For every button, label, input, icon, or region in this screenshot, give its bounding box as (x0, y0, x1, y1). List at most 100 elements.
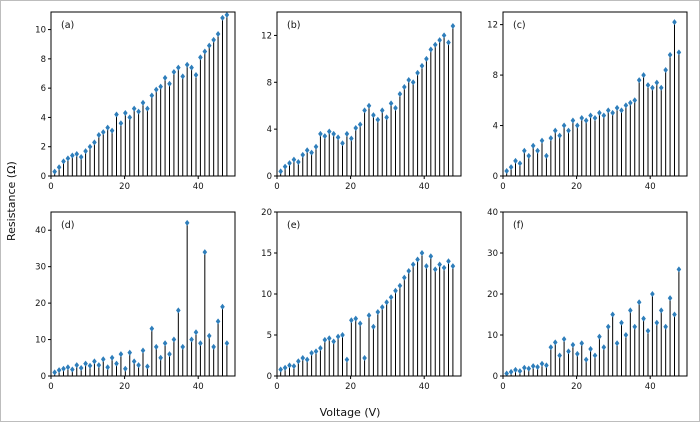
data-point-marker (552, 127, 558, 134)
y-tick-label: 30 (35, 263, 46, 273)
data-point-marker (118, 120, 124, 127)
data-point-marker (278, 168, 283, 175)
data-point-marker (92, 358, 97, 365)
x-tick-label: 0 (274, 382, 279, 392)
data-point-marker (83, 148, 88, 155)
data-point-marker (65, 155, 71, 162)
y-tick-label: 4 (493, 122, 498, 132)
data-point-marker (628, 99, 633, 106)
data-point-marker (566, 127, 571, 134)
data-point-marker (650, 84, 655, 91)
data-point-marker (362, 107, 367, 114)
panel-b: 0 20 40 0 4 8 12 (b) (247, 5, 468, 197)
data-point-marker (575, 350, 580, 357)
data-point-marker (415, 69, 420, 76)
data-point-marker (676, 49, 682, 56)
data-point-marker (450, 263, 456, 270)
panel-f: 0 20 40 0 10 20 30 40 (f) (473, 205, 694, 397)
data-point-marker (428, 253, 434, 260)
data-point-marker (70, 366, 75, 373)
data-point-marker (158, 83, 163, 90)
x-tick-label: 0 (48, 382, 53, 392)
data-point-marker (522, 147, 527, 154)
y-tick-label: 40 (487, 208, 498, 218)
data-point-marker (388, 100, 394, 107)
y-tick-label: 0 (41, 172, 46, 182)
data-point-marker (432, 266, 438, 273)
data-point-marker (570, 341, 576, 348)
data-point-marker (552, 339, 558, 346)
data-point-marker (424, 263, 429, 270)
data-point-marker (56, 367, 62, 374)
data-point-marker (127, 114, 133, 121)
y-tick-label: 10 (35, 26, 46, 36)
data-point-marker (362, 354, 367, 361)
panel-label: (f) (513, 220, 524, 231)
data-point-marker (158, 354, 163, 361)
data-point-marker (614, 340, 620, 347)
data-point-marker (601, 344, 607, 351)
x-tick-label: 40 (419, 382, 430, 392)
data-point-marker (446, 258, 451, 265)
x-tick-label: 20 (119, 382, 130, 392)
data-point-marker (393, 287, 398, 294)
data-point-marker (313, 348, 319, 355)
data-point-marker (539, 360, 545, 367)
x-tick-label: 20 (571, 382, 582, 392)
y-tick-label: 30 (487, 249, 498, 259)
data-point-marker (548, 344, 554, 351)
data-point-marker (579, 340, 585, 347)
data-point-marker (176, 64, 181, 71)
panel-label: (b) (287, 20, 300, 31)
data-point-marker (300, 151, 306, 158)
data-point-marker (349, 135, 354, 142)
x-tick-label: 20 (345, 182, 356, 192)
data-point-marker (658, 307, 664, 314)
data-point-marker (397, 91, 403, 97)
data-point-marker (206, 332, 212, 339)
y-tick-label: 10 (487, 331, 498, 341)
data-point-marker (145, 363, 150, 370)
x-tick-label: 20 (345, 382, 356, 392)
data-point-marker (83, 360, 88, 367)
y-tick-label: 12 (261, 31, 272, 41)
x-tick-label: 20 (119, 182, 130, 192)
data-point-marker (322, 133, 328, 140)
data-point-marker (78, 153, 84, 160)
data-point-marker (522, 364, 527, 371)
data-point-marker (641, 315, 646, 322)
y-tick-label: 20 (35, 299, 46, 309)
data-point-marker (406, 268, 412, 275)
data-point-marker (561, 122, 567, 129)
data-point-marker (167, 351, 172, 358)
data-point-marker (206, 42, 212, 49)
data-point-marker (583, 356, 589, 363)
data-point-marker (171, 336, 177, 343)
data-point-marker (410, 261, 416, 268)
data-point-marker (437, 261, 442, 268)
data-point-marker (588, 112, 593, 119)
data-point-marker (672, 311, 677, 318)
data-point-marker (548, 135, 554, 142)
data-point-marker (313, 143, 319, 150)
data-point-marker (388, 294, 394, 301)
data-point-marker (162, 74, 168, 81)
data-point-marker (432, 41, 438, 48)
data-point-marker (632, 323, 638, 330)
data-point-marker (180, 73, 186, 80)
data-point-marker (353, 315, 359, 322)
panel-d: 0 20 40 0 10 20 30 40 (d) (21, 205, 242, 397)
data-point-marker (397, 282, 403, 289)
data-point-marker (402, 274, 407, 281)
data-point-marker (153, 343, 159, 350)
data-point-marker (530, 363, 536, 370)
data-point-marker (318, 345, 323, 352)
data-point-marker (371, 323, 376, 330)
data-point-marker (619, 107, 624, 114)
data-point-marker (61, 158, 66, 165)
data-point-marker (419, 62, 425, 69)
y-tick-label: 2 (41, 143, 46, 153)
data-point-marker (628, 307, 633, 314)
data-point-marker (65, 364, 71, 371)
panel-e: 0 20 40 0 5 10 15 20 (e) (247, 205, 468, 397)
